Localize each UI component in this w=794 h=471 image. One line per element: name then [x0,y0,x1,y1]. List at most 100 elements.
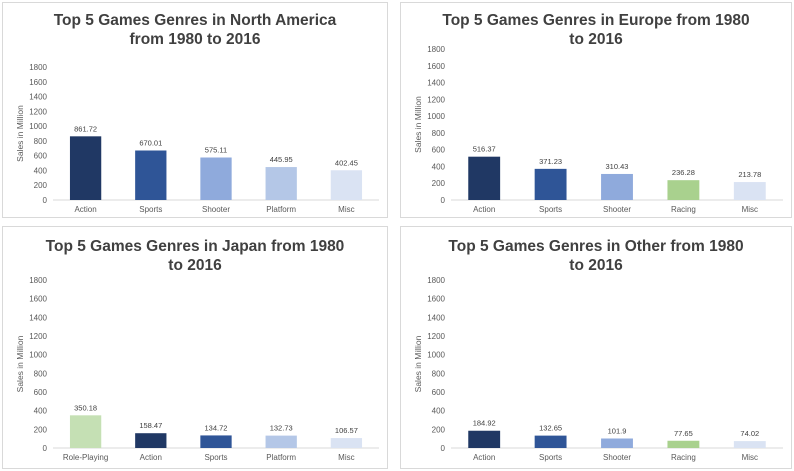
y-tick-label: 600 [34,152,48,161]
y-tick-label: 1600 [29,78,47,87]
y-tick-label: 1400 [427,79,445,88]
bar-misc [733,182,766,200]
bar-chart: 0 200 400 600 800 1000 1200 1400 1600 1800 Sales i… [413,45,783,214]
data-label: 158.47 [139,421,162,430]
data-label: 101.9 [608,426,627,435]
data-label: 132.65 [539,424,562,433]
data-label: 106.57 [335,426,358,435]
data-label: 74.02 [740,429,759,438]
x-tick-label: Misc [742,205,758,214]
data-label: 575.11 [205,146,227,155]
data-label: 236.28 [672,168,695,177]
y-tick-label: 800 [432,369,446,378]
y-tick-label: 1400 [29,93,47,102]
y-tick-label: 200 [34,425,48,434]
y-tick-label: 800 [34,137,48,146]
data-label: 445.95 [270,155,293,164]
bar-chart: 0 200 400 600 800 1000 1200 1400 1600 1800 Sales i… [15,276,379,462]
y-tick-label: 1400 [29,313,47,322]
y-tick-label: 0 [441,196,446,205]
bar-shooter [601,173,633,200]
x-tick-label: Platform [266,205,296,214]
y-tick-label: 600 [432,388,446,397]
x-tick-label: Sports [539,453,562,462]
bar-misc [330,438,363,448]
x-tick-label: Racing [671,453,696,462]
y-tick-label: 1200 [427,95,445,104]
bar-action [468,156,501,200]
y-tick-label: 1000 [29,351,47,360]
bar-chart: 0 200 400 600 800 1000 1200 1400 1600 1800 Sales i… [413,276,783,462]
bar-action [135,433,167,448]
bar-racing [667,180,700,200]
y-tick-label: 800 [432,129,446,138]
data-label: 132.73 [270,424,293,433]
chart-panel-other: Top 5 Games Genres in Other from 1980 to… [400,226,792,469]
y-tick-label: 0 [441,444,446,453]
bar-chart: 0 200 400 600 800 1000 1200 1400 1600 1800 Sales i… [15,63,379,214]
data-label: 350.18 [74,403,97,412]
x-tick-label: Shooter [603,453,631,462]
bar-sports [534,435,567,448]
y-tick-label: 600 [432,146,446,155]
x-tick-label: Shooter [603,205,631,214]
data-label: 184.92 [473,419,496,428]
data-label: 402.45 [335,158,358,167]
chart-title: Top 5 Games Genres in Europe from 1980 t… [442,12,750,48]
bar-misc [733,441,766,448]
x-tick-label: Role-Playing [63,453,108,462]
chart-panel-japan: Top 5 Games Genres in Japan from 1980 to… [2,226,388,469]
chart-panel-north-america: Top 5 Games Genres in North America from… [2,2,388,218]
y-tick-label: 1800 [427,276,445,285]
bar-platform [265,435,297,448]
x-tick-label: Action [74,205,96,214]
y-tick-label: 400 [432,162,446,171]
y-tick-label: 200 [432,425,446,434]
y-tick-label: 0 [43,444,48,453]
bar-action [468,430,501,448]
bar-misc [330,170,363,200]
bar-platform [265,167,297,200]
y-axis-label: Sales in Million [413,96,423,153]
y-tick-label: 600 [34,388,48,397]
y-axis-label: Sales in Million [15,105,25,162]
y-tick-label: 200 [432,179,446,188]
y-tick-label: 1800 [29,63,47,72]
bar-role-playing [69,415,102,448]
x-tick-label: Action [473,205,495,214]
x-tick-label: Sports [204,453,227,462]
data-label: 861.72 [74,124,97,133]
y-tick-label: 1600 [427,295,445,304]
data-label: 310.43 [606,162,629,171]
chart-title: Top 5 Games Genres in Other from 1980 to… [448,238,744,274]
data-label: 77.65 [674,429,693,438]
y-tick-label: 1200 [29,107,47,116]
data-label: 371.23 [539,157,562,166]
y-tick-label: 400 [432,407,446,416]
x-tick-label: Misc [742,453,758,462]
bar-racing [667,440,700,448]
y-tick-label: 1800 [29,276,47,285]
data-label: 516.37 [473,145,496,154]
y-axis-label: Sales in Million [413,335,423,392]
y-tick-label: 0 [43,196,48,205]
y-tick-label: 1400 [427,313,445,322]
bar-sports [200,435,232,448]
chart-panel-europe: Top 5 Games Genres in Europe from 1980 t… [400,2,792,218]
bar-shooter [200,157,232,200]
x-tick-label: Racing [671,205,696,214]
chart-title: Top 5 Games Genres in Japan from 1980 to… [45,238,345,274]
chart-title: Top 5 Games Genres in North America from… [53,12,337,48]
y-tick-label: 1600 [29,295,47,304]
data-label: 134.72 [205,423,228,432]
bar-sports [135,150,167,200]
y-tick-label: 1000 [29,122,47,131]
x-tick-label: Sports [139,205,162,214]
y-tick-label: 1000 [427,112,445,121]
y-tick-label: 1000 [427,351,445,360]
data-label: 213.78 [738,170,761,179]
y-tick-label: 1200 [29,332,47,341]
data-label: 670.01 [139,138,162,147]
x-tick-label: Sports [539,205,562,214]
y-tick-label: 1200 [427,332,445,341]
